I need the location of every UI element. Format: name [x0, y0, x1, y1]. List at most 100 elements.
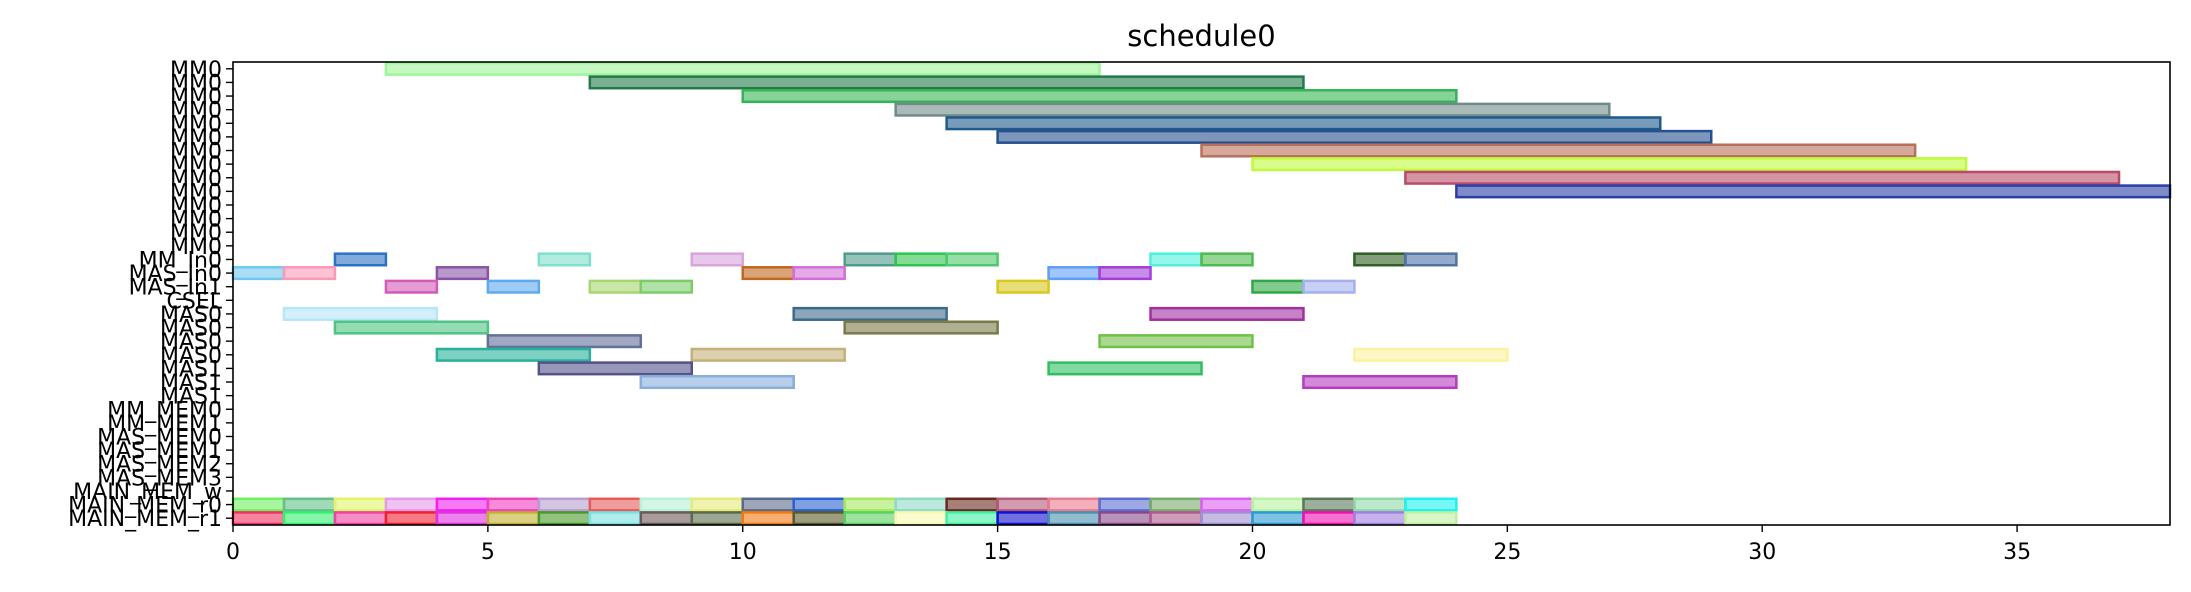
- task-bar: [998, 499, 1049, 511]
- task-bar: [845, 322, 998, 334]
- x-tick-label: 30: [1748, 540, 1776, 565]
- task-bar: [1405, 499, 1456, 511]
- task-bar: [743, 499, 794, 511]
- task-bar: [1456, 186, 2170, 198]
- task-bar: [998, 131, 1712, 143]
- task-bar: [845, 254, 896, 266]
- task-bar: [896, 499, 947, 511]
- task-bar: [437, 499, 488, 511]
- task-bar: [488, 335, 641, 347]
- task-bar: [590, 499, 641, 511]
- task-bar: [794, 308, 947, 320]
- task-bar: [1354, 499, 1405, 511]
- task-bar: [335, 322, 488, 334]
- task-bar: [947, 512, 998, 524]
- x-tick-label: 20: [1238, 540, 1266, 565]
- chart-title: schedule0: [1127, 19, 1275, 53]
- task-bar: [1151, 308, 1304, 320]
- task-bar: [1100, 499, 1151, 511]
- task-bar: [743, 267, 794, 279]
- task-bar: [1049, 499, 1100, 511]
- task-bar: [1303, 512, 1354, 524]
- task-bar: [539, 499, 590, 511]
- x-tick-label: 5: [481, 540, 495, 565]
- task-bar: [1252, 512, 1303, 524]
- x-axis-ticks: 0 5 10 15 20 25 30 35: [226, 525, 2031, 565]
- task-bar: [1405, 512, 1456, 524]
- task-bar: [1202, 254, 1253, 266]
- task-bar: [794, 512, 845, 524]
- task-bar: [590, 281, 641, 293]
- task-bar: [233, 499, 284, 511]
- task-bar: [641, 499, 692, 511]
- task-bar: [1151, 512, 1202, 524]
- task-bar: [386, 63, 1100, 75]
- task-bar: [743, 90, 1457, 102]
- x-tick-label: 0: [226, 540, 240, 565]
- task-bar: [896, 512, 947, 524]
- task-bar: [641, 512, 692, 524]
- task-bar: [386, 499, 437, 511]
- task-bar: [284, 499, 335, 511]
- task-bar: [743, 512, 794, 524]
- task-bar: [1354, 349, 1507, 361]
- task-bar: [896, 104, 1610, 116]
- task-bar: [386, 281, 437, 293]
- y-axis-ticks: MM0MM0MM0MM0MM0MM0MM0MM0MM0MM0MM0MM0MM0M…: [68, 58, 233, 532]
- task-bar: [947, 117, 1661, 129]
- task-bar: [692, 254, 743, 266]
- task-bar: [692, 349, 845, 361]
- task-bar: [284, 267, 335, 279]
- task-bar: [1202, 512, 1253, 524]
- task-bar: [437, 267, 488, 279]
- task-bar: [335, 512, 386, 524]
- x-tick-label: 35: [2003, 540, 2031, 565]
- task-bar: [896, 254, 947, 266]
- task-bar: [284, 512, 335, 524]
- task-bar: [1303, 499, 1354, 511]
- task-bar: [1202, 499, 1253, 511]
- task-bar: [233, 512, 284, 524]
- task-bar: [488, 499, 539, 511]
- task-bar: [488, 281, 539, 293]
- task-bar: [845, 499, 896, 511]
- task-bar: [1252, 281, 1303, 293]
- task-bar: [539, 254, 590, 266]
- task-bar: [947, 499, 998, 511]
- task-bar: [284, 308, 437, 320]
- y-tick-label: MAIN_MEM_r1: [68, 507, 222, 532]
- bars-layer: [233, 63, 2170, 524]
- task-bar: [335, 254, 386, 266]
- task-bar: [692, 512, 743, 524]
- task-bar: [1252, 158, 1966, 170]
- x-tick-label: 10: [729, 540, 757, 565]
- task-bar: [1252, 499, 1303, 511]
- task-bar: [437, 349, 590, 361]
- task-bar: [335, 499, 386, 511]
- task-bar: [386, 512, 437, 524]
- task-bar: [590, 512, 641, 524]
- task-bar: [1049, 363, 1202, 375]
- task-bar: [539, 363, 692, 375]
- task-bar: [488, 512, 539, 524]
- task-bar: [641, 281, 692, 293]
- task-bar: [1303, 376, 1456, 388]
- task-bar: [1151, 499, 1202, 511]
- task-bar: [794, 499, 845, 511]
- task-bar: [437, 512, 488, 524]
- task-bar: [1049, 267, 1100, 279]
- task-bar: [641, 376, 794, 388]
- task-bar: [539, 512, 590, 524]
- task-bar: [1405, 172, 2119, 184]
- task-bar: [845, 512, 896, 524]
- task-bar: [1303, 281, 1354, 293]
- x-tick-label: 25: [1493, 540, 1521, 565]
- task-bar: [998, 281, 1049, 293]
- task-bar: [1100, 267, 1151, 279]
- task-bar: [590, 77, 1304, 89]
- task-bar: [1354, 254, 1405, 266]
- task-bar: [1354, 512, 1405, 524]
- task-bar: [1100, 512, 1151, 524]
- task-bar: [1202, 145, 1916, 157]
